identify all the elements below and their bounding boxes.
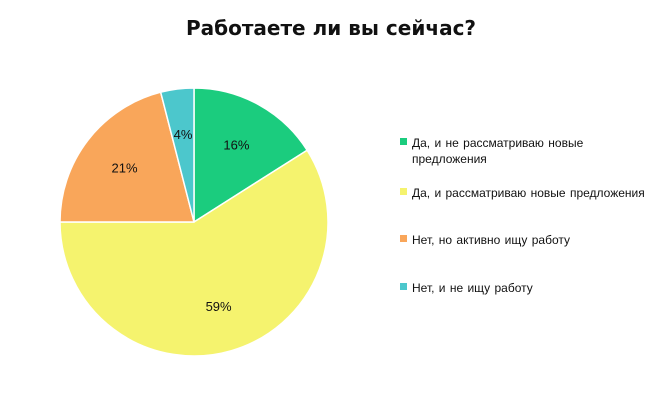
pie-slice-4 [159, 87, 195, 223]
pie-slice-3 [59, 91, 195, 223]
slice-label-1: 16% [223, 137, 249, 152]
legend-swatch-3 [400, 235, 407, 242]
slice-label-4: 4% [174, 127, 193, 142]
chart-title: Работаете ли вы сейчас? [185, 16, 477, 40]
pie-slice-2 [59, 149, 329, 357]
pie-slice-1 [193, 87, 308, 223]
slice-label-2: 59% [206, 299, 232, 314]
slice-label-3: 21% [111, 161, 137, 176]
legend-swatch-2 [400, 188, 407, 195]
pie-slices [59, 87, 329, 357]
pie-slice-labels: 16% 59% 21% 4% [111, 127, 249, 314]
legend-label-3: Нет, но активно ищу работу [412, 233, 570, 247]
legend-swatch-4 [400, 283, 407, 290]
legend-label-2: Да, и рассматриваю новые предложения [412, 186, 645, 200]
legend-label-1: Да, и не рассматриваю новые предложения [412, 136, 584, 166]
legend-label-4: Нет, и не ищу работу [412, 281, 533, 295]
legend-swatch-1 [400, 138, 407, 145]
